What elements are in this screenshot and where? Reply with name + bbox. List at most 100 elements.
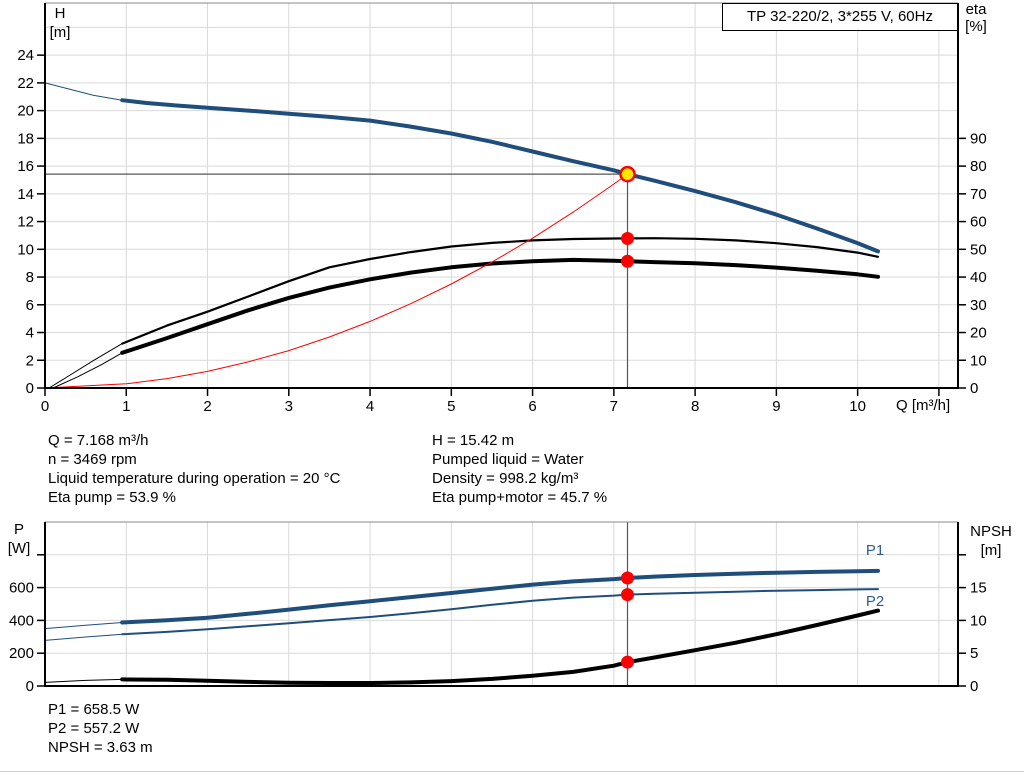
- tick-label: 400: [9, 612, 34, 629]
- qh-chart-gridlines: [45, 3, 958, 388]
- annotation-eta-pump-motor: Eta pump+motor = 45.7 %: [432, 489, 608, 506]
- tick-label: 600: [9, 580, 34, 597]
- tick-label: 0: [26, 380, 34, 397]
- p1-dot-marker: [620, 571, 634, 585]
- p-axis-unit-line1: P: [13, 521, 24, 538]
- tick-label: 4: [26, 325, 34, 342]
- tick-label: 14: [17, 186, 34, 203]
- tick-label: 9: [772, 398, 780, 415]
- curve-h-curve: [44, 82, 123, 101]
- tick-label: 8: [26, 269, 34, 286]
- eta-pump-dot-marker: [620, 231, 634, 245]
- annotation-p2: P2 = 557.2 W: [48, 720, 140, 737]
- p1-series-label: P1: [865, 542, 885, 559]
- power-npsh-chart-plot-area[interactable]: [45, 522, 958, 686]
- result-annotations: P1 = 658.5 W P2 = 557.2 W NPSH = 3.63 m: [48, 700, 153, 757]
- curve-eta-pump-curve: [48, 343, 123, 389]
- tick-label: 20: [17, 103, 34, 120]
- tick-label: 70: [970, 186, 987, 203]
- tick-label: 2: [26, 352, 34, 369]
- qh-chart: 0246810121416182022240102030405060708090…: [17, 2, 987, 415]
- duty-crosshair: [45, 173, 629, 388]
- npsh-axis-unit-line1: NPSH: [970, 523, 1012, 540]
- tick-label: 10: [849, 398, 866, 415]
- tick-label: 0: [970, 380, 978, 397]
- annotation-speed: n = 3469 rpm: [48, 451, 137, 468]
- curve-npsh-curve: [44, 678, 123, 683]
- power-npsh-chart: 0 200 400 600 0 5 10 15: [9, 521, 987, 695]
- tick-label: 16: [17, 158, 34, 175]
- h-axis-unit-line2: [m]: [49, 24, 71, 41]
- curve-system-curve: [44, 173, 628, 389]
- annotation-flow: Q = 7.168 m³/h: [48, 432, 149, 449]
- curve-p1-curve: [120, 568, 880, 625]
- tick-label: 10: [970, 612, 987, 629]
- tick-label: 0: [26, 678, 34, 695]
- annotation-p1: P1 = 658.5 W: [48, 701, 140, 718]
- p-axis-unit-line2: [W]: [7, 540, 31, 557]
- annotation-liquid-temperature: Liquid temperature during operation = 20…: [48, 470, 341, 487]
- annotation-npsh: NPSH = 3.63 m: [48, 739, 153, 756]
- tick-label: 7: [610, 398, 618, 415]
- tick-label: 2: [203, 398, 211, 415]
- tick-label: 5: [970, 645, 978, 662]
- qh-chart-tick-labels: 0246810121416182022240102030405060708090…: [17, 47, 986, 415]
- tick-label: 18: [17, 130, 34, 147]
- annotation-eta-pump: Eta pump = 53.9 %: [48, 489, 176, 506]
- duty-annotations-left: Q = 7.168 m³/h n = 3469 rpm Liquid tempe…: [48, 431, 340, 507]
- tick-label: 40: [970, 269, 987, 286]
- tick-label: 30: [970, 297, 987, 314]
- p2-dot-marker: [620, 588, 634, 602]
- tick-label: 6: [26, 297, 34, 314]
- curve-eta-pump-motor-curve: [52, 352, 123, 389]
- bottom-separator: [0, 771, 1024, 772]
- curve-eta-pump-motor-curve: [120, 257, 880, 355]
- tick-label: 10: [970, 352, 987, 369]
- curve-eta-pump-curve: [121, 237, 880, 345]
- curve-h-curve: [120, 98, 880, 254]
- annotation-density: Density = 998.2 kg/m³: [432, 470, 579, 487]
- npsh-axis-unit-line2: [m]: [980, 542, 1002, 559]
- curve-p2-curve: [121, 588, 879, 636]
- qh-chart-plot-area[interactable]: [45, 3, 958, 388]
- tick-label: 1: [122, 398, 130, 415]
- annotation-pumped-liquid: Pumped liquid = Water: [432, 451, 584, 468]
- tick-label: 20: [970, 325, 987, 342]
- tick-label: 60: [970, 214, 987, 231]
- npsh-dot-marker: [620, 655, 634, 669]
- pump-type-title-box: TP 32-220/2, 3*255 V, 60Hz: [722, 3, 958, 31]
- curve-p1-curve: [44, 622, 123, 630]
- tick-label: 5: [447, 398, 455, 415]
- tick-label: 90: [970, 130, 987, 147]
- power-npsh-chart-tick-labels: 0 200 400 600 0 5 10 15: [9, 580, 987, 695]
- h-axis-unit-line1: H: [54, 5, 66, 22]
- tick-label: 200: [9, 645, 34, 662]
- tick-label: 80: [970, 158, 987, 175]
- eta-pump-motor-dot-marker: [620, 254, 634, 268]
- tick-label: 8: [691, 398, 699, 415]
- power-npsh-chart-frame: [44, 521, 959, 687]
- qh-chart-ticks: [37, 54, 966, 396]
- curve-p2-curve: [44, 633, 123, 641]
- tick-label: 50: [970, 241, 987, 258]
- tick-label: 4: [366, 398, 374, 415]
- tick-label: 15: [970, 580, 987, 597]
- q-axis-unit: Q [m³/h]: [896, 397, 951, 414]
- duty-point-marker[interactable]: [619, 165, 636, 183]
- eta-axis-unit-line1: eta: [965, 1, 987, 18]
- tick-label: 0: [970, 678, 978, 695]
- duty-annotations-right: H = 15.42 m Pumped liquid = Water Densit…: [432, 431, 607, 507]
- tick-label: 10: [17, 241, 34, 258]
- eta-axis-unit-line2: [%]: [965, 18, 987, 35]
- p2-series-label: P2: [865, 593, 885, 610]
- tick-label: 3: [285, 398, 293, 415]
- annotation-head: H = 15.42 m: [432, 432, 515, 449]
- tick-label: 6: [528, 398, 536, 415]
- tick-label: 0: [41, 398, 49, 415]
- tick-label: 24: [17, 47, 34, 64]
- tick-label: 22: [17, 75, 34, 92]
- tick-label: 12: [17, 214, 34, 231]
- power-npsh-chart-ticks: [37, 554, 966, 687]
